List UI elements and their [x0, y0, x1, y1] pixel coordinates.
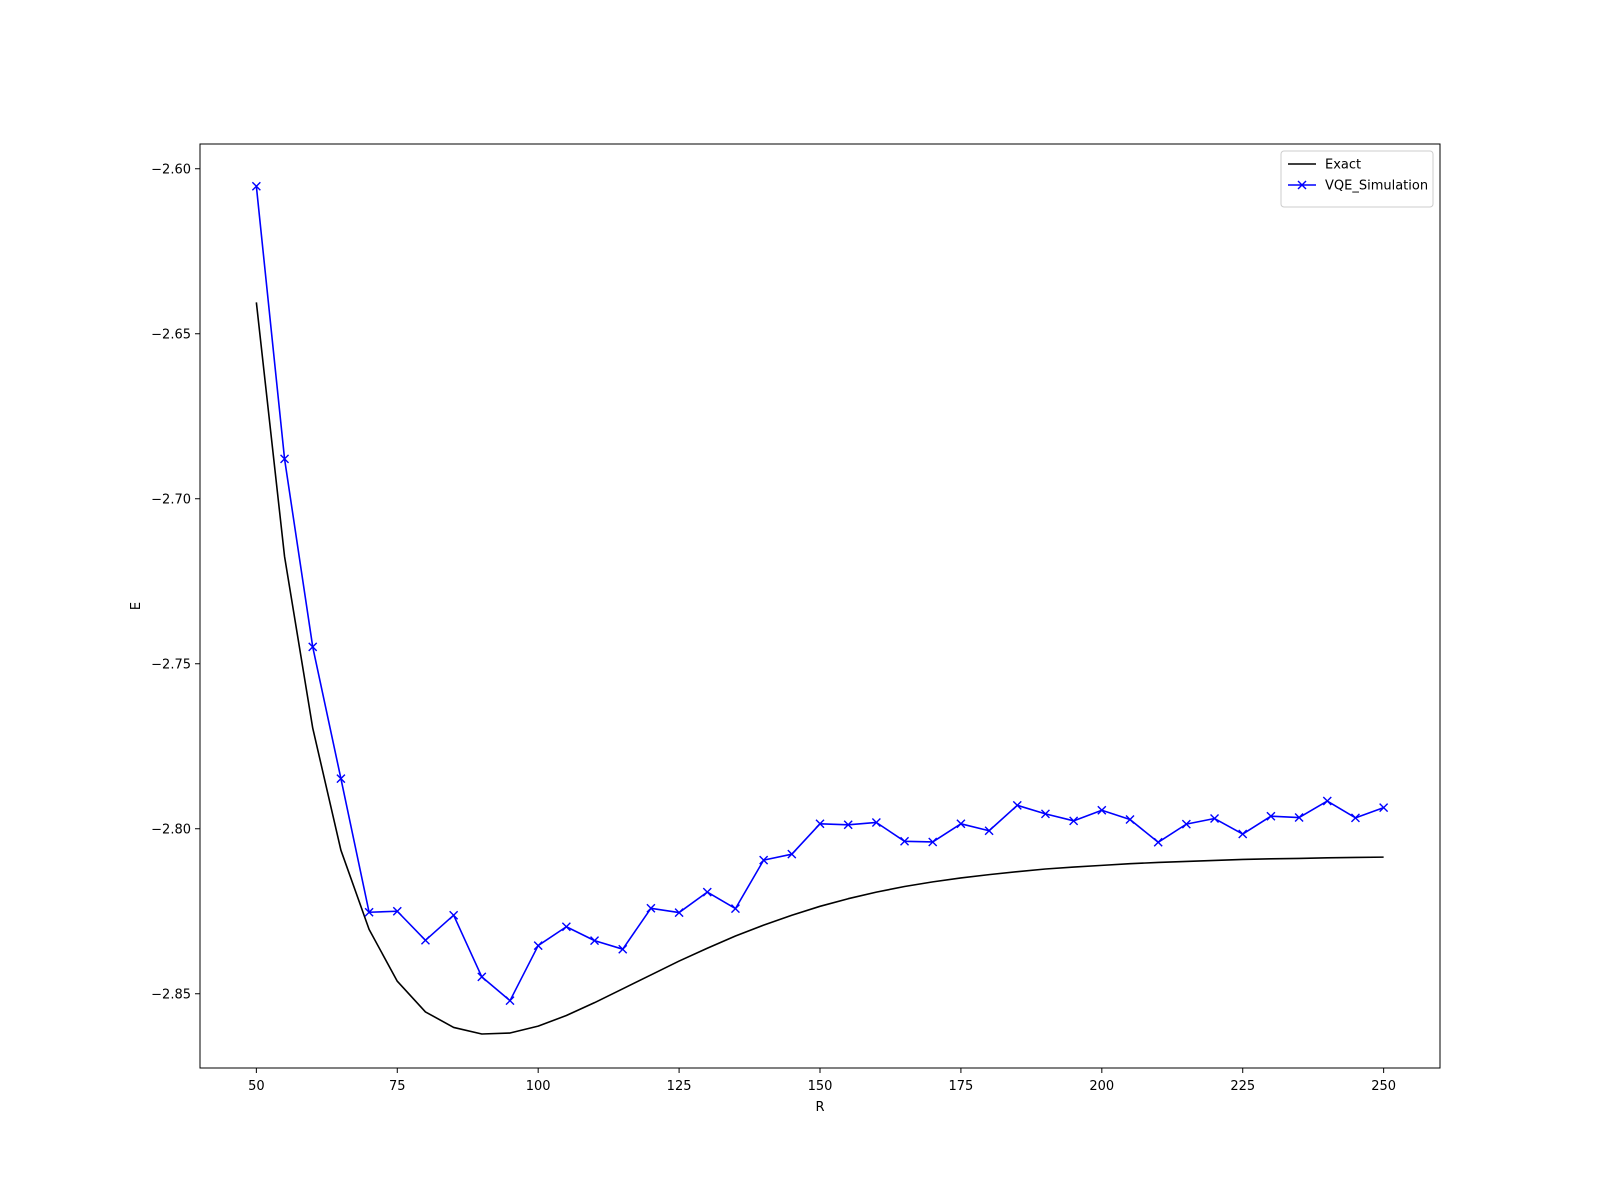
y-tick-label: −2.65: [151, 327, 191, 342]
x-tick-label: 125: [667, 1079, 692, 1094]
legend-item-exact: Exact: [1288, 158, 1361, 173]
x-axis: 50 75 100 125 150 175 200 225 250: [248, 1068, 1396, 1094]
x-axis-label: R: [815, 1100, 824, 1115]
data-point-vqe-simulation: [871, 817, 881, 827]
data-point-vqe-simulation: [364, 907, 374, 917]
data-point-vqe-simulation: [505, 996, 515, 1006]
legend-item-vqe-simulation: VQE_Simulation: [1288, 179, 1428, 194]
data-point-vqe-simulation: [1210, 814, 1220, 824]
data-point-vqe-simulation: [730, 904, 740, 914]
data-point-vqe-simulation: [280, 454, 290, 464]
x-tick-label: 175: [948, 1079, 973, 1094]
data-point-vqe-simulation: [984, 826, 994, 836]
y-tick-label: −2.70: [151, 492, 191, 507]
data-point-vqe-simulation: [336, 774, 346, 784]
data-point-vqe-simulation: [956, 819, 966, 829]
data-point-vqe-simulation: [674, 908, 684, 918]
data-point-vqe-simulation: [308, 642, 318, 652]
x-tick-label: 200: [1089, 1079, 1114, 1094]
data-point-vqe-simulation: [1012, 800, 1022, 810]
legend-label: Exact: [1325, 158, 1361, 173]
data-point-vqe-simulation: [251, 181, 261, 191]
legend-box: [1280, 150, 1434, 208]
series-line-exact: [255, 302, 1384, 1035]
data-point-vqe-simulation: [1350, 813, 1360, 823]
data-point-vqe-simulation: [843, 820, 853, 830]
data-point-vqe-simulation: [477, 972, 487, 982]
data-point-vqe-simulation: [1097, 805, 1107, 815]
legend: Exact VQE_Simulation: [1280, 150, 1434, 208]
data-point-vqe-simulation: [533, 941, 543, 951]
y-tick-label: −2.75: [151, 657, 191, 672]
data-point-vqe-simulation: [561, 922, 571, 932]
y-tick-label: −2.80: [151, 822, 191, 837]
data-point-vqe-simulation: [1125, 815, 1135, 825]
data-point-vqe-simulation: [646, 903, 656, 913]
x-tick-label: 225: [1230, 1079, 1255, 1094]
data-point-vqe-simulation: [449, 910, 459, 920]
data-point-vqe-simulation: [702, 887, 712, 897]
x-tick-label: 150: [808, 1079, 833, 1094]
data-point-vqe-simulation: [590, 936, 600, 946]
data-point-vqe-simulation: [618, 944, 628, 954]
data-point-vqe-simulation: [787, 849, 797, 859]
x-tick-label: 75: [389, 1079, 406, 1094]
data-point-vqe-simulation: [928, 837, 938, 847]
data-point-vqe-simulation: [392, 906, 402, 916]
x-tick-label: 50: [248, 1079, 265, 1094]
series-layer: [251, 181, 1389, 1035]
x-tick-label: 250: [1371, 1079, 1396, 1094]
data-point-vqe-simulation: [1238, 829, 1248, 839]
data-point-vqe-simulation: [420, 935, 430, 945]
y-axis: −2.60 −2.65 −2.70 −2.75 −2.80 −2.85: [151, 162, 200, 1002]
data-point-vqe-simulation: [1379, 803, 1389, 813]
y-tick-label: −2.60: [151, 162, 191, 177]
data-point-vqe-simulation: [1294, 813, 1304, 823]
data-point-vqe-simulation: [900, 836, 910, 846]
legend-label: VQE_Simulation: [1325, 179, 1428, 194]
data-point-vqe-simulation: [1040, 809, 1050, 819]
data-point-vqe-simulation: [815, 819, 825, 829]
data-point-vqe-simulation: [1069, 816, 1079, 826]
y-axis-label: E: [129, 602, 144, 610]
y-tick-label: −2.85: [151, 987, 191, 1002]
x-tick-label: 100: [526, 1079, 551, 1094]
data-point-vqe-simulation: [1266, 811, 1276, 821]
data-point-vqe-simulation: [1322, 796, 1332, 806]
data-point-vqe-simulation: [759, 855, 769, 865]
data-point-vqe-simulation: [1181, 819, 1191, 829]
data-point-vqe-simulation: [1153, 837, 1163, 847]
